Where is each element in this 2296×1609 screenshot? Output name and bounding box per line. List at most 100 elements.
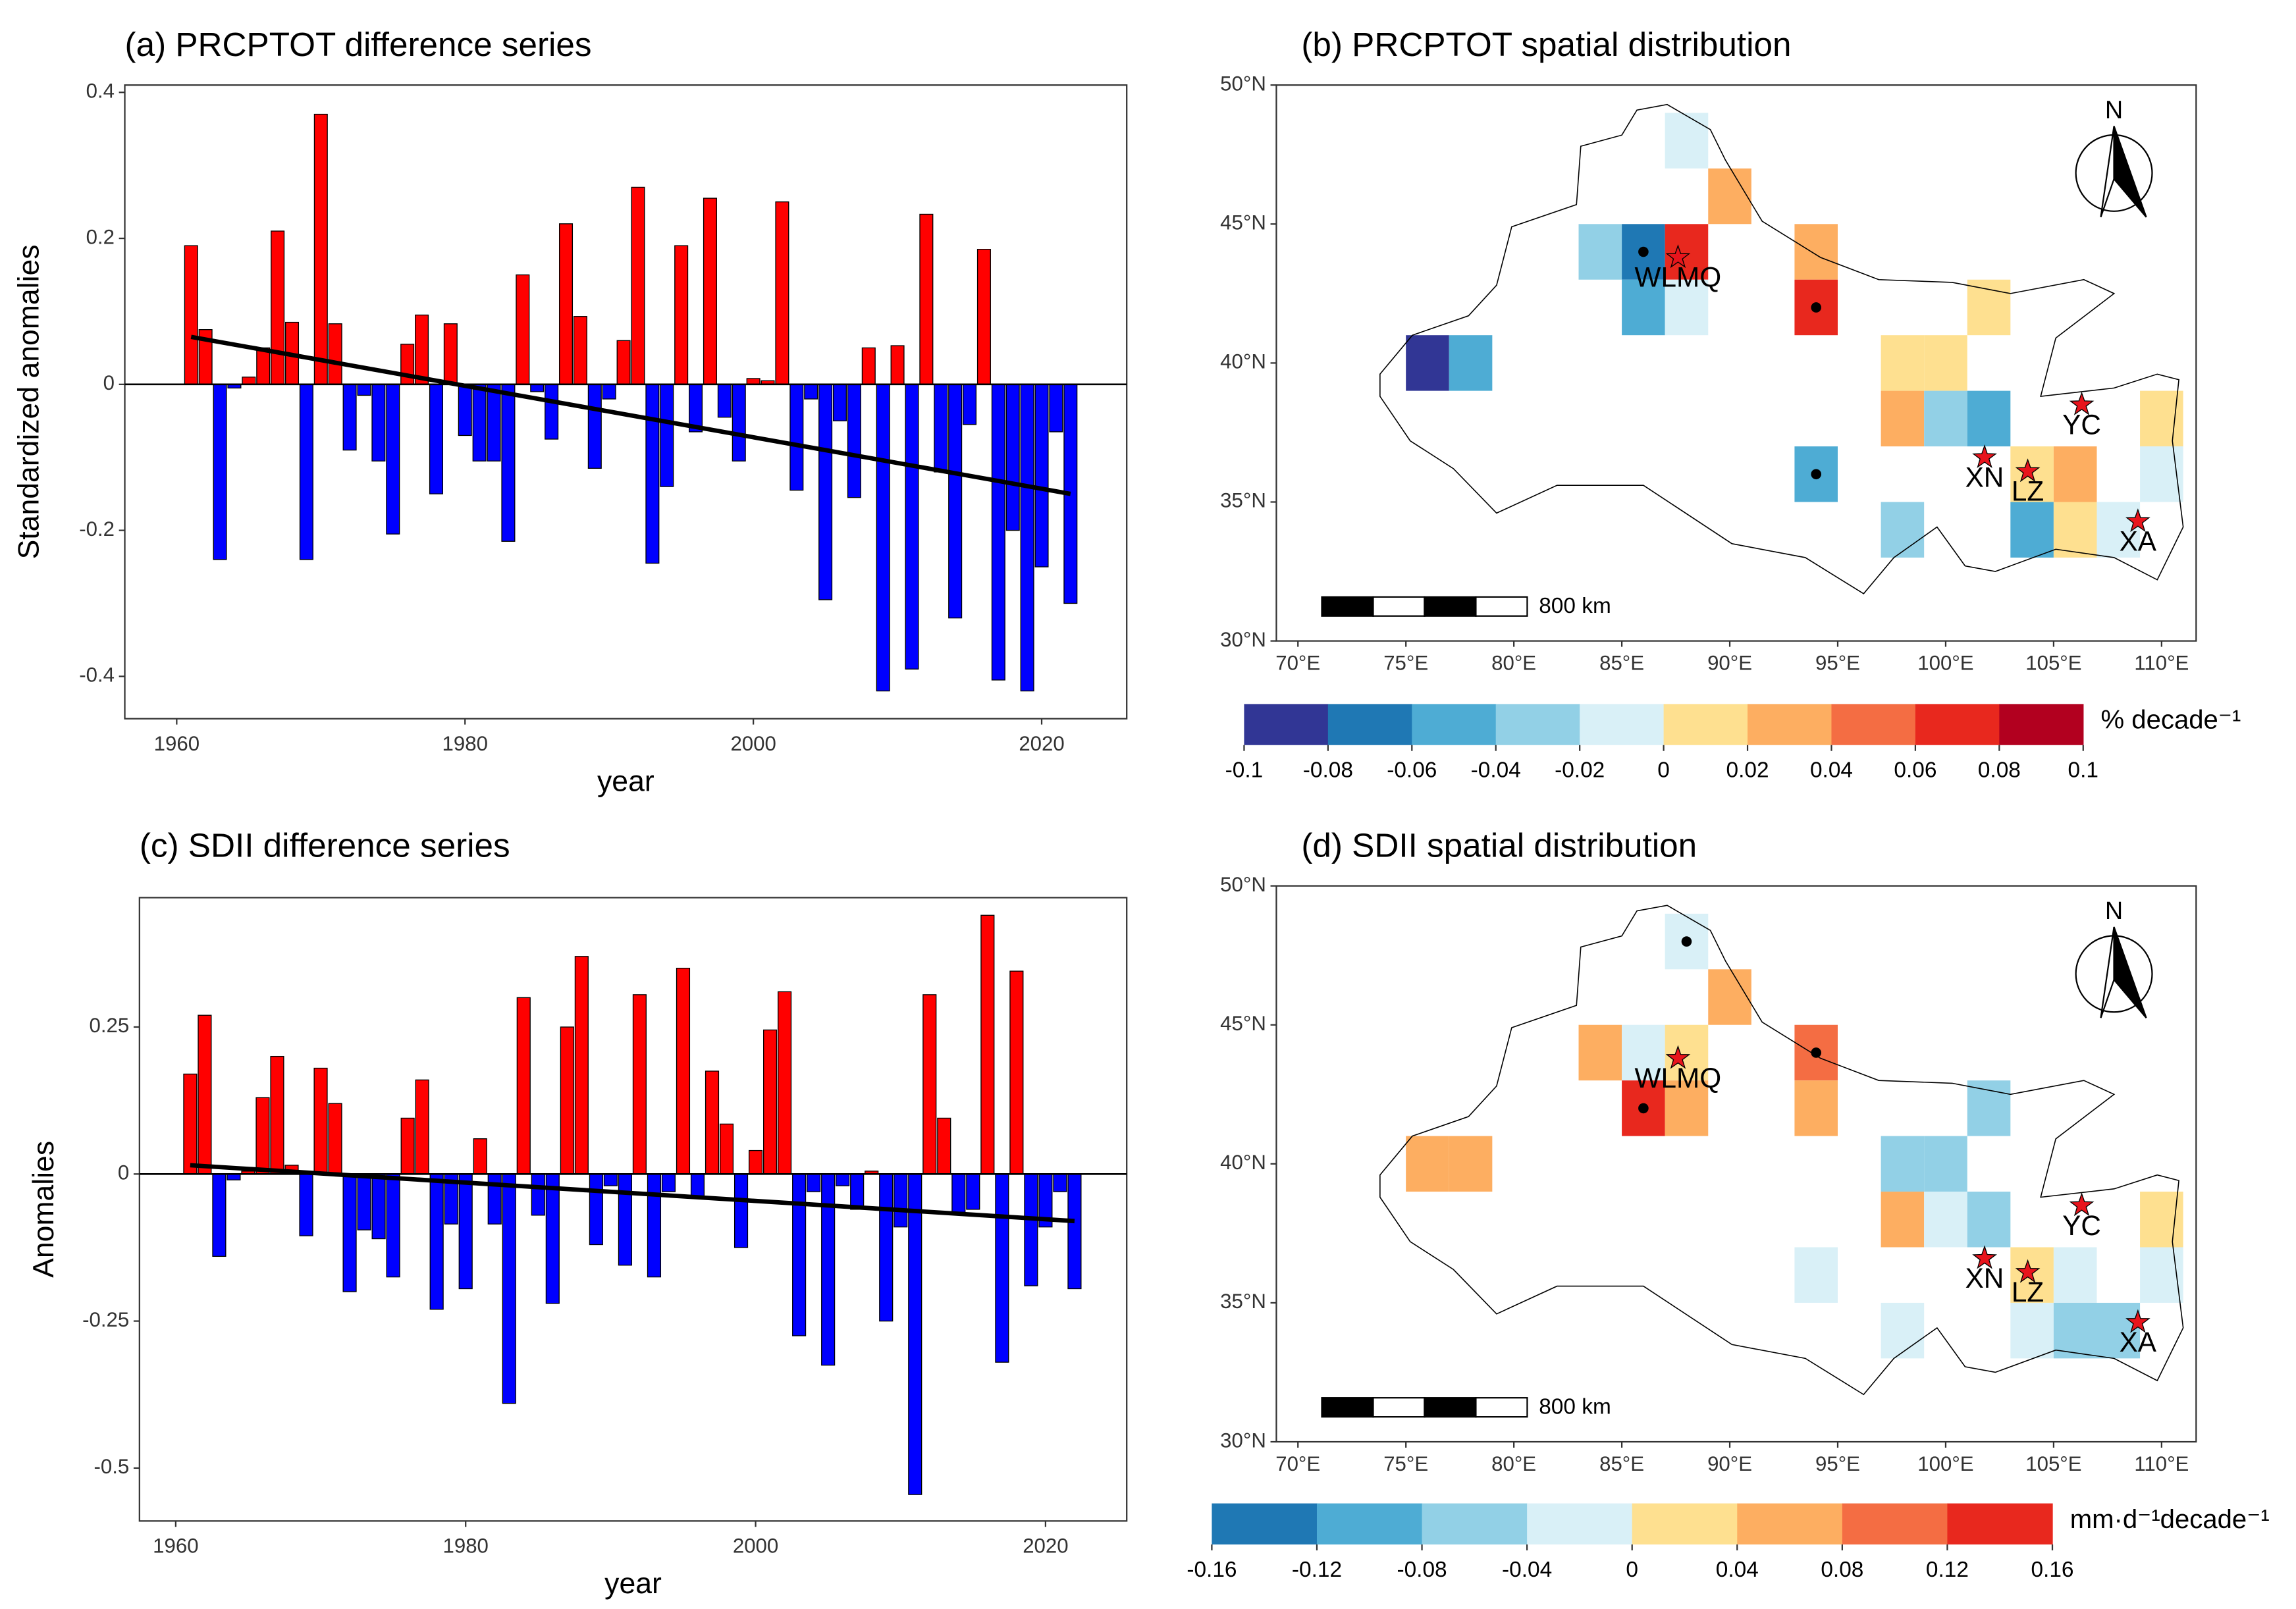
colorbar-bin <box>1327 704 1412 745</box>
colorbar-tick-label: 0.06 <box>1894 758 1936 783</box>
bar <box>876 384 890 692</box>
station-label: XN <box>1965 1263 2004 1294</box>
bar <box>458 1173 473 1290</box>
bar <box>371 384 386 462</box>
bar <box>573 316 587 385</box>
grid-cell <box>1665 113 1709 169</box>
colorbar-label: % decade⁻¹ <box>2101 706 2241 735</box>
colorbar-bin <box>1737 1503 1843 1544</box>
x-tick-label: 75°E <box>1383 651 1428 674</box>
bar <box>558 223 574 385</box>
colorbar-tick-label: 0.16 <box>2031 1558 2073 1582</box>
x-tick-label: 90°E <box>1707 1452 1752 1475</box>
bar <box>748 1149 763 1174</box>
chart-title: (c) SDII difference series <box>140 826 510 864</box>
station-label: YC <box>2062 409 2101 440</box>
bar <box>1067 1173 1082 1290</box>
y-axis-label: Anomalies <box>28 1141 60 1278</box>
grid-cell <box>1924 1192 1967 1248</box>
bar <box>1020 384 1034 692</box>
x-tick-label: 1960 <box>153 1535 198 1558</box>
bar <box>1024 1173 1038 1286</box>
bar <box>775 201 789 385</box>
grid-cell <box>1924 1136 1967 1192</box>
colorbar-tick-label: -0.08 <box>1397 1558 1447 1582</box>
colorbar-bin <box>1212 1503 1318 1544</box>
bar <box>948 384 963 619</box>
bar <box>531 1173 545 1216</box>
colorbar-tick-label: -0.16 <box>1187 1558 1237 1582</box>
colorbar-bin <box>1947 1503 2053 1544</box>
x-tick-label: 95°E <box>1815 651 1860 674</box>
station-label: WLMQ <box>1635 1063 1722 1094</box>
significance-dot <box>1638 1103 1649 1114</box>
x-tick-label: 95°E <box>1815 1452 1860 1475</box>
bar <box>443 323 458 385</box>
grid-cell <box>1924 335 1967 391</box>
bar <box>487 1173 502 1225</box>
bar <box>963 384 977 425</box>
x-tick-label: 2000 <box>730 732 776 755</box>
bar <box>342 384 357 451</box>
grid-cell <box>1967 1080 2011 1136</box>
grid-cell <box>2140 1192 2183 1248</box>
colorbar-bin <box>1422 1503 1528 1544</box>
grid-cell <box>1406 1136 1449 1192</box>
colorbar-tick-label: 0 <box>1657 758 1670 783</box>
colorbar-tick-label: 0.04 <box>1810 758 1853 783</box>
colorbar-bin <box>1842 1503 1948 1544</box>
station-star <box>2069 1192 2095 1217</box>
bar <box>299 384 313 560</box>
bar <box>415 314 429 385</box>
bar <box>908 1173 922 1495</box>
colorbar-tick-label: 0 <box>1626 1558 1638 1582</box>
bar <box>415 1079 429 1174</box>
bar <box>371 1173 386 1240</box>
bar <box>661 1173 676 1192</box>
bar <box>1009 970 1024 1174</box>
grid-cell <box>1881 1302 1925 1359</box>
bar <box>270 1055 284 1174</box>
bar <box>242 377 256 385</box>
grid-cell <box>2140 1247 2183 1303</box>
bar <box>778 991 792 1174</box>
colorbar-tick-label: -0.04 <box>1502 1558 1552 1582</box>
x-tick-label: 85°E <box>1599 651 1644 674</box>
bar <box>328 1103 342 1174</box>
grid-cell <box>1708 168 1751 224</box>
bar <box>516 274 530 385</box>
grid-cell <box>1578 224 1622 280</box>
grid-cell <box>2010 1302 2054 1359</box>
y-tick-label: 40°N <box>1220 350 1266 373</box>
grid-cell <box>2010 502 2054 558</box>
scale-bar-segment <box>1424 1397 1477 1418</box>
bar <box>991 384 1005 681</box>
bar <box>574 956 589 1174</box>
scale-bar-segment <box>1372 1397 1426 1418</box>
bar <box>1034 384 1049 567</box>
bar <box>198 1015 212 1174</box>
scale-bar-segment <box>1321 596 1374 617</box>
colorbar-tick-label: -0.12 <box>1292 1558 1342 1582</box>
station-star <box>2125 1309 2150 1333</box>
y-tick-label: 50°N <box>1220 873 1266 896</box>
x-tick-label: 80°E <box>1491 1452 1536 1475</box>
station-star <box>2069 391 2095 415</box>
bar <box>734 1173 749 1248</box>
colorbar-bin <box>1244 704 1329 745</box>
station-label: XN <box>1965 462 2004 493</box>
grid-cell <box>2140 390 2183 447</box>
significance-dot <box>1811 302 1822 313</box>
bar <box>922 994 937 1174</box>
y-tick-label: 0.2 <box>86 225 115 248</box>
x-tick-label: 100°E <box>1917 651 1973 674</box>
bar <box>705 1070 720 1174</box>
grid-cell <box>1622 1024 1665 1081</box>
scale-bar-segment <box>1321 1397 1374 1418</box>
y-tick-label: -0.4 <box>79 664 115 687</box>
bar <box>328 323 342 385</box>
bar <box>1005 384 1020 531</box>
bar <box>966 1173 980 1210</box>
y-tick-label: 45°N <box>1220 1012 1266 1035</box>
station-label: YC <box>2062 1210 2101 1241</box>
